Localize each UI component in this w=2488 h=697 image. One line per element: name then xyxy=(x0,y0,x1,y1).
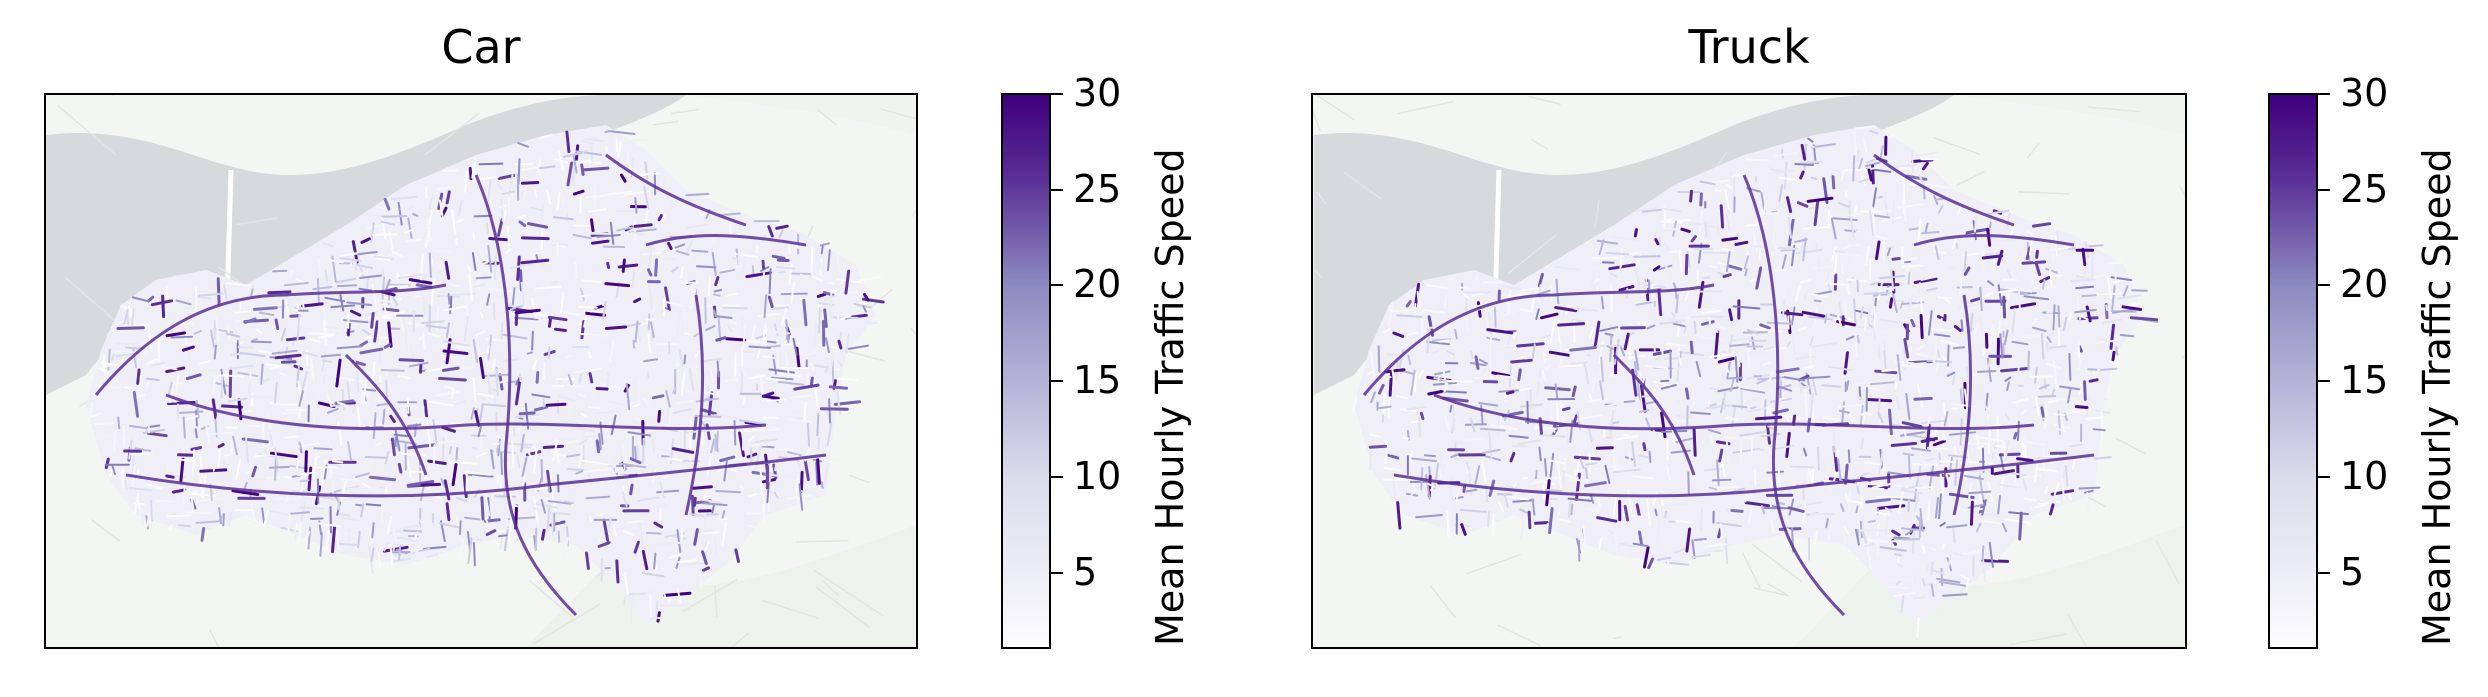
panel-title: Car xyxy=(441,20,521,74)
map-truck xyxy=(1311,93,2187,649)
colorbar-tick-label: 20 xyxy=(1073,262,1122,306)
colorbar-tick xyxy=(2318,93,2330,95)
colorbar-tick xyxy=(2318,380,2330,382)
colorbar-tick xyxy=(2318,572,2330,574)
colorbar-tick-label: 30 xyxy=(2340,71,2389,115)
traffic-speed-map xyxy=(46,95,916,647)
colorbar-tick-label: 15 xyxy=(1073,358,1122,402)
colorbar-tick-label: 25 xyxy=(2340,167,2389,211)
colorbar-tick-label: 10 xyxy=(1073,454,1122,498)
panel-title: Truck xyxy=(1688,20,1810,74)
colorbar-tick xyxy=(1051,572,1063,574)
colorbar-tick-label: 25 xyxy=(1073,167,1122,211)
colorbar xyxy=(2268,93,2318,649)
colorbar-tick xyxy=(1051,189,1063,191)
colorbar-tick xyxy=(2318,476,2330,478)
colorbar-tick xyxy=(1051,380,1063,382)
colorbar-tick-label: 10 xyxy=(2340,454,2389,498)
colorbar-tick xyxy=(1051,93,1063,95)
colorbar-tick xyxy=(1051,284,1063,286)
map-car xyxy=(44,93,918,649)
panel-car: Car 5 10 15 20 25 30 Mean Hourly Traffic… xyxy=(44,20,1192,649)
colorbar-tick xyxy=(2318,189,2330,191)
colorbar-tick xyxy=(1051,476,1063,478)
traffic-speed-map xyxy=(1313,95,2185,647)
colorbar-tick-label: 5 xyxy=(2340,550,2365,594)
colorbar-tick-label: 5 xyxy=(1073,550,1098,594)
colorbar-tick-label: 20 xyxy=(2340,262,2389,306)
colorbar-label: Mean Hourly Traffic Speed xyxy=(2415,148,2459,646)
colorbar-tick-label: 30 xyxy=(1073,71,1122,115)
colorbar-tick xyxy=(2318,284,2330,286)
colorbar xyxy=(1001,93,1051,649)
colorbar-tick-label: 15 xyxy=(2340,358,2389,402)
